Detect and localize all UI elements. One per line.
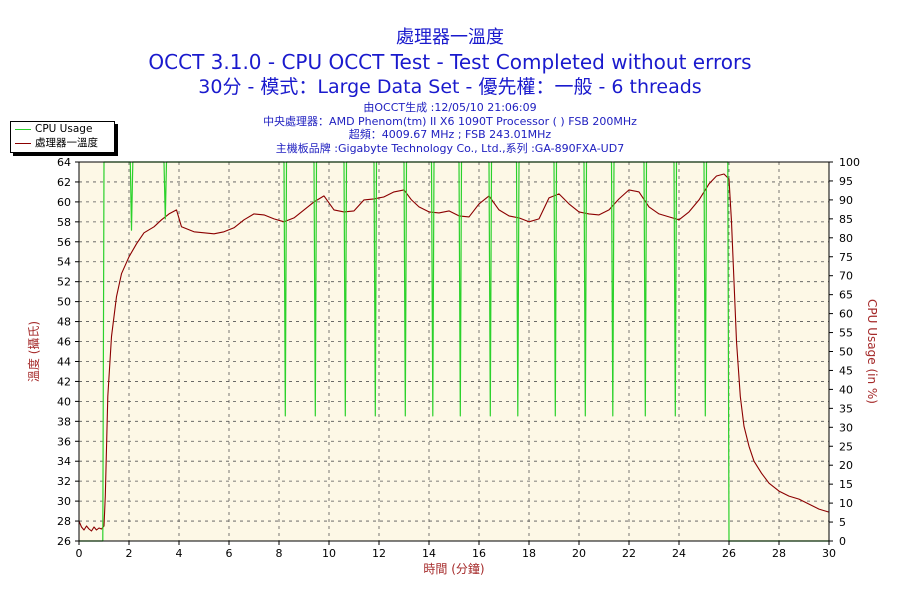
y-right-tick-label: 45 [839,364,853,377]
x-tick-label: 14 [422,547,436,560]
y-right-tick-label: 95 [839,175,853,188]
y-right-tick-label: 20 [839,459,853,472]
y-right-tick-label: 30 [839,421,853,434]
chart-legend: CPU Usage 處理器一溫度 [10,121,115,153]
x-tick-label: 30 [822,547,836,560]
generated-line: 由OCCT生成 :12/05/10 21:06:09 [363,101,537,114]
y-right-tick-label: 5 [839,516,846,529]
y-right-tick-label: 40 [839,383,853,396]
plot-area [79,162,829,541]
x-tick-label: 26 [722,547,736,560]
y-left-tick-label: 56 [57,236,71,249]
y-right-tick-label: 10 [839,497,853,510]
y-left-tick-label: 52 [57,276,71,289]
y-left-tick-label: 42 [57,375,71,388]
y-left-tick-label: 48 [57,316,71,329]
y-left-tick-label: 28 [57,515,71,528]
y-left-tick-label: 62 [57,176,71,189]
y-right-tick-label: 80 [839,232,853,245]
y-left-tick-label: 40 [57,395,71,408]
y-right-tick-label: 65 [839,289,853,302]
y-right-tick-label: 15 [839,478,853,491]
x-tick-label: 8 [276,547,283,560]
y-right-tick-label: 90 [839,194,853,207]
x-tick-label: 2 [126,547,133,560]
system-info: 由OCCT生成 :12/05/10 21:06:09 中央處理器：AMD Phe… [0,101,900,155]
x-tick-label: 18 [522,547,536,560]
y-left-tick-label: 54 [57,256,71,269]
overclock-line: 超頻：4009.67 MHz ; FSB 243.01MHz [348,128,552,141]
series-line-temperature [78,173,830,532]
y-left-tick-label: 30 [57,495,71,508]
y-left-tick-label: 38 [57,415,71,428]
y-left-tick-label: 60 [57,196,71,209]
x-tick-label: 28 [772,547,786,560]
legend-label-temperature: 處理器一溫度 [35,137,98,149]
x-tick-label: 12 [372,547,386,560]
y-left-tick-label: 50 [57,296,71,309]
y-right-tick-label: 60 [839,308,853,321]
x-axis-label: 時間 (分鐘) [423,561,484,576]
y-right-tick-label: 100 [839,156,860,169]
y-right-tick-label: 70 [839,270,853,283]
y-right-tick-label: 75 [839,251,853,264]
y-left-tick-label: 26 [57,535,71,548]
y-right-tick-label: 50 [839,346,853,359]
motherboard-line: 主機板品牌 :Gigabyte Technology Co., Ltd.,系列 … [275,141,625,155]
y-right-tick-label: 85 [839,213,853,226]
legend-swatch-temperature [15,143,31,144]
x-tick-label: 16 [472,547,486,560]
legend-item-temperature: 處理器一溫度 [11,136,114,150]
x-tick-label: 4 [176,547,183,560]
y-right-axis-label: CPU Usage (in %) [865,299,879,404]
y-right-tick-label: 55 [839,327,853,340]
y-right-tick-label: 35 [839,402,853,415]
y-left-tick-label: 34 [57,455,71,468]
y-left-tick-label: 64 [57,156,71,169]
chart-mode-line: 30分 - 模式：Large Data Set - 優先權：一般 - 6 thr… [198,76,702,98]
cpu-line: 中央處理器：AMD Phenom(tm) II X6 1090T Process… [263,114,637,128]
x-tick-label: 22 [622,547,636,560]
chart-title: 處理器一溫度 [396,27,504,48]
x-tick-label: 20 [572,547,586,560]
x-tick-label: 10 [322,547,336,560]
y-left-tick-label: 46 [57,336,71,349]
chart-titles: 處理器一溫度 OCCT 3.1.0 - CPU OCCT Test - Test… [0,26,900,100]
chart-subtitle: OCCT 3.1.0 - CPU OCCT Test - Test Comple… [148,50,752,74]
y-left-axis-label: 溫度 (攝氏) [26,321,41,382]
x-tick-label: 0 [76,547,83,560]
legend-swatch-cpu-usage [15,129,31,130]
x-tick-label: 24 [672,547,686,560]
y-left-tick-label: 36 [57,435,71,448]
legend-item-cpu-usage: CPU Usage [11,122,114,136]
y-left-tick-label: 32 [57,475,71,488]
x-tick-label: 6 [226,547,233,560]
y-right-tick-label: 0 [839,535,846,548]
legend-label-cpu-usage: CPU Usage [35,123,93,135]
y-right-tick-label: 25 [839,440,853,453]
y-left-tick-label: 44 [57,355,71,368]
y-left-tick-label: 58 [57,216,71,229]
